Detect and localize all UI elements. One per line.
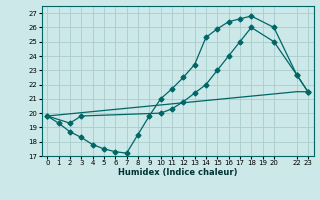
X-axis label: Humidex (Indice chaleur): Humidex (Indice chaleur) — [118, 168, 237, 177]
